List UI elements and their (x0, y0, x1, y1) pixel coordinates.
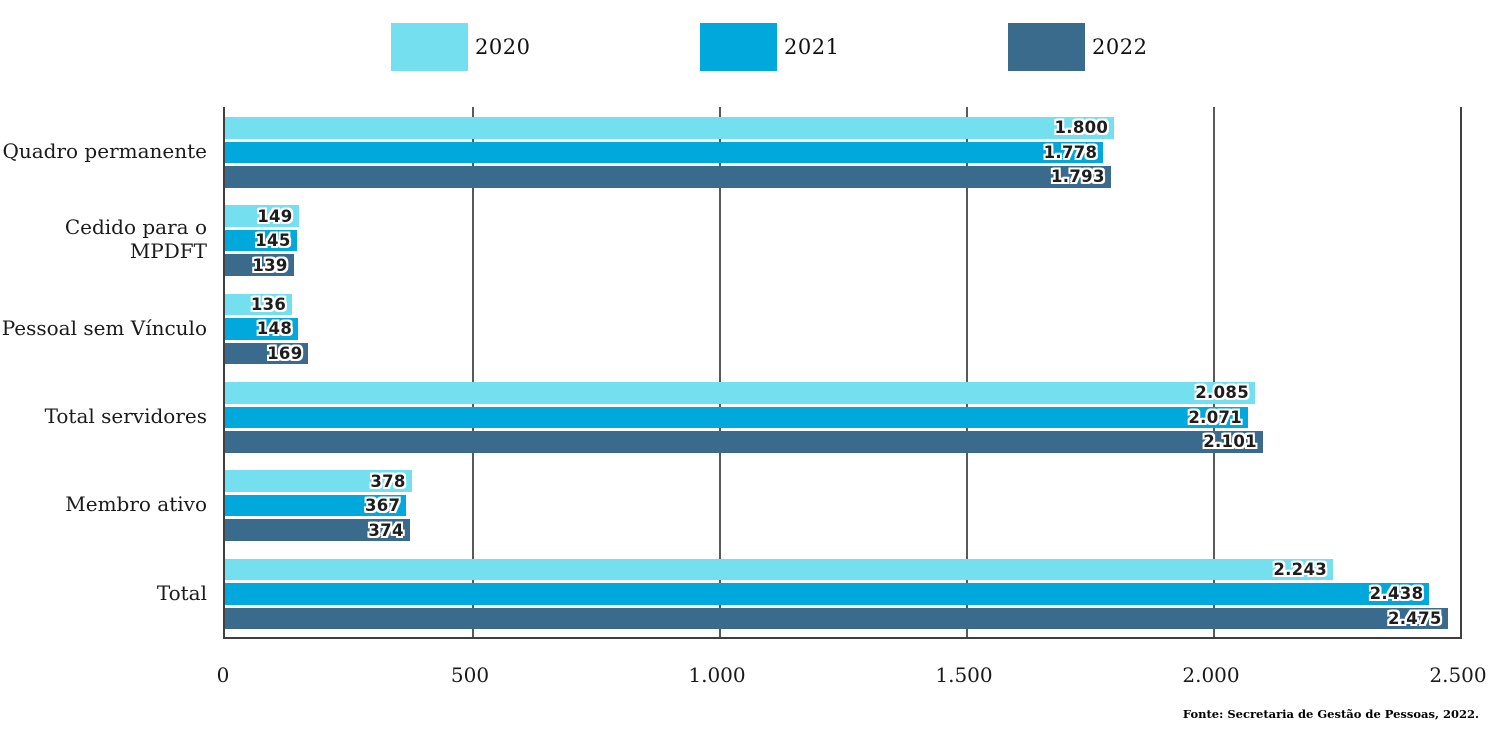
legend-label: 2021 (784, 35, 840, 59)
category-label: Pessoal sem Vínculo (1, 315, 207, 340)
legend-swatch-2020 (391, 23, 468, 71)
bar-2022: 374 (225, 519, 410, 541)
bar-2022: 1.793 (225, 166, 1111, 188)
category-label: Cedido para o MPDFT (64, 215, 207, 264)
bar-2021: 2.071 (225, 406, 1249, 428)
bar-2020: 149 (225, 205, 299, 227)
bar-2021: 367 (225, 494, 407, 517)
bar-value-label: 2.475 (1387, 608, 1442, 628)
bar-value-label: 136 (250, 294, 287, 314)
bar-value-label: 378 (370, 471, 406, 491)
legend-item-2021: 2021 (700, 23, 839, 71)
bar-2021: 148 (225, 318, 299, 340)
x-tick-label: 0 (216, 663, 230, 687)
bar-2021: 2.438 (225, 583, 1430, 605)
x-tick-label: 1.000 (688, 663, 746, 687)
bar-group: 378 367 374 (225, 460, 1460, 548)
gridline-1.000 (719, 107, 721, 637)
bar-2022: 139 (225, 254, 294, 276)
bar-2022: 2.475 (225, 607, 1448, 630)
bar-value-label: 367 (364, 496, 401, 516)
legend-item-2020: 2020 (391, 23, 530, 71)
source-note: Fonte: Secretaria de Gestão de Pessoas, … (1182, 707, 1479, 721)
gridline-500 (472, 107, 474, 637)
bar-value-label: 1.800 (1054, 118, 1109, 138)
gridline-2.000 (1213, 107, 1215, 637)
bar-value-label: 148 (256, 319, 293, 339)
bar-value-label: 374 (368, 520, 404, 540)
plot-area: 1.800 1.778 1.793 149 145 139 136 148 169 2.085 2.… (223, 107, 1462, 639)
bar-group: 149 145 139 (225, 195, 1460, 283)
bar-value-label: 2.438 (1369, 584, 1424, 604)
x-tick-label: 1.500 (935, 663, 993, 687)
bar-group: 2.243 2.438 2.475 (225, 549, 1460, 637)
x-tick-label: 2.000 (1182, 663, 1240, 687)
bar-value-label: 169 (267, 343, 303, 363)
bar-value-label: 2.071 (1188, 407, 1243, 427)
bar-value-label: 2.101 (1203, 432, 1257, 452)
bar-value-label: 2.243 (1273, 559, 1328, 579)
bar-2022: 2.101 (225, 431, 1263, 453)
legend-swatch-2022 (1008, 23, 1085, 71)
bar-2020: 1.800 (225, 117, 1115, 139)
bar-group: 136 148 169 (225, 284, 1460, 372)
bar-2022: 169 (225, 342, 309, 365)
legend-item-2022: 2022 (1008, 23, 1147, 71)
bar-value-label: 2.085 (1195, 383, 1249, 403)
bar-2021: 145 (225, 229, 297, 252)
bar-value-label: 145 (255, 231, 291, 251)
gridline-1.500 (966, 107, 968, 637)
bar-2021: 1.778 (225, 141, 1104, 163)
category-label: Total (156, 580, 207, 605)
legend-label: 2022 (1092, 35, 1148, 59)
category-label: Total servidores (44, 404, 207, 429)
bar-2020: 2.243 (225, 558, 1334, 581)
x-tick-label: 500 (450, 663, 490, 687)
category-label: Membro ativo (65, 492, 207, 517)
bar-value-label: 149 (257, 206, 293, 226)
legend-label: 2020 (475, 35, 531, 59)
bar-value-label: 139 (252, 255, 288, 275)
bar-value-label: 1.778 (1043, 142, 1098, 162)
bar-group: 2.085 2.071 2.101 (225, 372, 1460, 460)
x-tick-label: 2.500 (1429, 663, 1487, 687)
bar-2020: 136 (225, 293, 293, 316)
bar-2020: 2.085 (225, 382, 1255, 404)
bar-value-label: 1.793 (1051, 167, 1105, 187)
bar-2020: 378 (225, 470, 412, 492)
bar-group: 1.800 1.778 1.793 (225, 107, 1460, 195)
legend-swatch-2021 (700, 23, 777, 71)
category-label: Quadro permanente (2, 139, 207, 164)
